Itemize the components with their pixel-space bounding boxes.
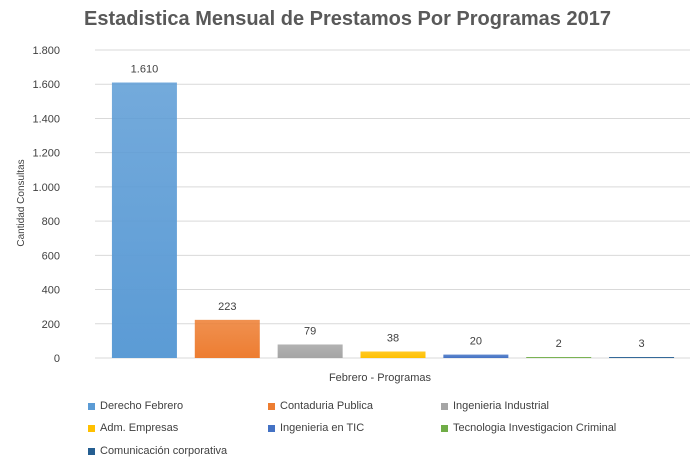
- data-label: 1.610: [131, 64, 159, 76]
- legend-label: Derecho Febrero: [100, 400, 184, 412]
- data-label: 79: [304, 325, 316, 337]
- y-tick-label: 1.600: [32, 79, 60, 91]
- legend-swatch: [441, 424, 448, 432]
- legend-label: Ingenieria en TIC: [280, 422, 365, 434]
- bar-ingenieria-industrial: [277, 344, 343, 358]
- y-tick-label: 200: [42, 319, 60, 331]
- legend-item: Derecho Febrero: [88, 400, 183, 412]
- legend-item: Ingenieria en TIC: [268, 422, 364, 434]
- legend-swatch: [268, 424, 275, 432]
- y-axis-title: Cantidad Consultas: [16, 159, 27, 246]
- y-tick-label: 600: [42, 250, 60, 262]
- legend-swatch: [441, 402, 448, 410]
- data-label: 2: [556, 338, 562, 350]
- y-tick-label: 0: [54, 353, 60, 365]
- bar-tecnologia-investigacion-criminal: [526, 357, 592, 358]
- legend-label: Tecnologia Investigacion Criminal: [453, 422, 617, 434]
- bar-adm-empresas: [360, 351, 426, 358]
- legend-swatch: [268, 402, 275, 410]
- chart-title: Estadistica Mensual de Prestamos Por Pro…: [84, 8, 611, 30]
- y-tick-label: 400: [42, 285, 60, 297]
- bar-ingenieria-en-tic: [443, 354, 509, 358]
- y-tick-label: 1.400: [32, 113, 60, 125]
- y-tick-label: 1.000: [32, 182, 60, 194]
- y-tick-label: 800: [42, 216, 60, 228]
- data-label: 20: [470, 336, 482, 348]
- bar-comunicaci-n-corporativa: [609, 357, 675, 358]
- legend-item: Contaduria Publica: [268, 400, 373, 412]
- legend-swatch: [88, 424, 95, 432]
- x-axis-title: Febrero - Programas: [329, 372, 432, 384]
- legend-item: Tecnologia Investigacion Criminal: [441, 422, 616, 434]
- legend-item: Ingenieria Industrial: [441, 400, 549, 412]
- bar-contaduria-publica: [194, 319, 260, 358]
- legend-label: Adm. Empresas: [100, 422, 179, 434]
- legend-label: Ingenieria Industrial: [453, 400, 550, 412]
- data-label: 3: [639, 338, 645, 350]
- legend-item: Adm. Empresas: [88, 422, 178, 434]
- legend-label: Comunicación corporativa: [100, 445, 228, 457]
- y-tick-label: 1.800: [32, 45, 60, 57]
- legend-label: Contaduria Publica: [280, 400, 373, 412]
- bar-derecho-febrero: [111, 82, 177, 358]
- legend-item: Comunicación corporativa: [88, 445, 227, 457]
- legend-swatch: [88, 447, 95, 455]
- y-tick-label: 1.200: [32, 148, 60, 160]
- data-label: 38: [387, 332, 399, 344]
- legend-swatch: [88, 402, 95, 410]
- data-label: 223: [218, 301, 236, 313]
